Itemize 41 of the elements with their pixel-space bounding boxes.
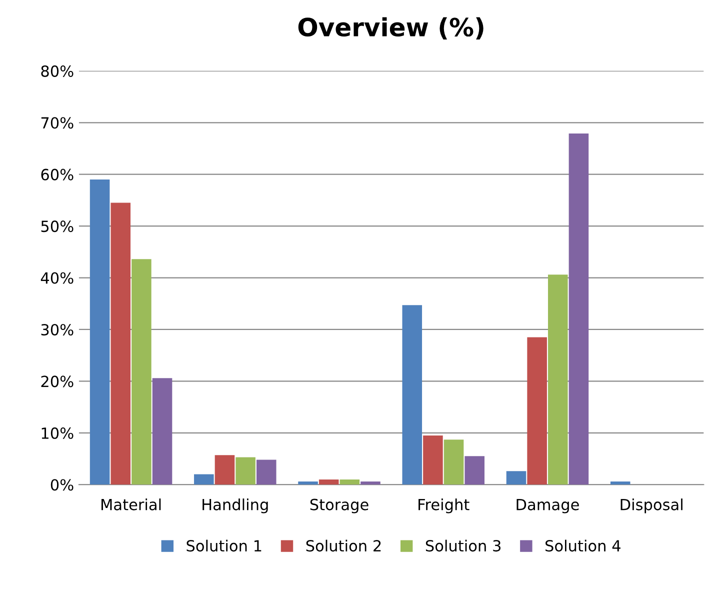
y-tick-label: 60% (41, 168, 74, 180)
bar (402, 305, 422, 485)
x-tick-label: Freight (418, 498, 470, 514)
y-tick-label: 80% (41, 65, 74, 77)
bar (214, 455, 235, 485)
y-tick-label: 20% (41, 376, 74, 388)
y-tick-label: 40% (40, 272, 74, 284)
bar (423, 435, 443, 485)
bar (90, 180, 110, 485)
y-tick-label: 10% (42, 427, 74, 439)
x-tick-label: Handling (202, 498, 268, 514)
bar (568, 133, 589, 485)
legend-label: Solution 2 (306, 540, 381, 552)
bar (548, 274, 568, 485)
chart-title: Overview (%) (298, 17, 484, 40)
bar (236, 457, 256, 485)
x-tick-label: Storage (310, 498, 368, 514)
bar (506, 471, 526, 485)
bar (340, 479, 360, 485)
bar (444, 440, 464, 485)
y-tick-label: 50% (41, 220, 74, 232)
bar (464, 456, 484, 485)
legend-label: Solution 3 (426, 540, 501, 552)
bar (110, 202, 131, 485)
y-tick-label: 70% (41, 117, 74, 129)
bar (318, 479, 339, 485)
bar (194, 474, 214, 485)
legend-label: Solution 1 (186, 540, 262, 552)
bar (256, 460, 276, 485)
bar (360, 482, 380, 485)
bar (132, 259, 152, 485)
y-tick-label: 0% (50, 479, 74, 491)
bar (298, 482, 318, 485)
bar (152, 378, 172, 485)
x-tick-label: Disposal (620, 498, 682, 514)
x-tick-label: Damage (516, 498, 579, 514)
bar (527, 337, 547, 485)
x-tick-label: Material (102, 498, 161, 510)
legend-label: Solution 4 (546, 540, 620, 552)
bar (610, 482, 630, 485)
y-tick-label: 30% (41, 324, 74, 336)
